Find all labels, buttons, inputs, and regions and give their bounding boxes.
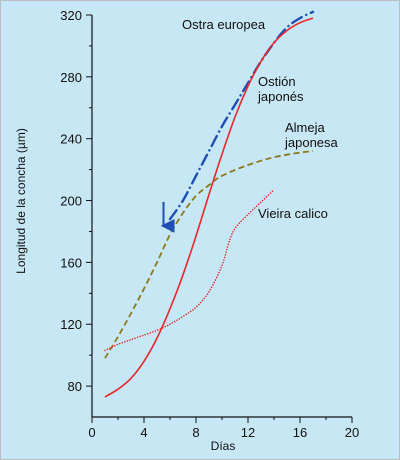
labels-layer: Ostra europea Ostión japonés Almeja japonesa…: [182, 17, 339, 221]
x-tick-label: 4: [140, 425, 147, 440]
x-tick-label: 20: [345, 425, 359, 440]
y-axis-label: Longitud de la concha (µm): [14, 128, 28, 274]
x-tick-label: 8: [192, 425, 199, 440]
series-label-2: Ostión japonés: [257, 74, 304, 104]
series-line-2: [104, 17, 314, 398]
series-label-4: Vieira calico: [258, 206, 328, 221]
series-label-1: Ostra europea: [182, 17, 266, 32]
axes-layer: 80 120 160 200 240 280 320 0 4 8 12 16 20: [60, 8, 359, 440]
x-tick-label: 12: [241, 425, 255, 440]
y-tick-label: 280: [60, 70, 82, 85]
series-label-3: Almeja japonesa: [284, 120, 339, 150]
y-tick-label: 240: [60, 132, 82, 147]
y-tick-label: 120: [60, 317, 82, 332]
series-line-3: [104, 150, 314, 359]
series-line-4: [104, 188, 275, 352]
y-tick-label: 160: [60, 255, 82, 270]
y-tick-label: 80: [68, 379, 82, 394]
x-tick-label: 0: [88, 425, 95, 440]
x-tick-label: 16: [293, 425, 307, 440]
x-axis-label: Días: [211, 439, 236, 453]
series-layer: [104, 10, 315, 398]
y-tick-label: 320: [60, 8, 82, 23]
series-line-1: [168, 10, 315, 221]
y-tick-label: 200: [60, 194, 82, 209]
